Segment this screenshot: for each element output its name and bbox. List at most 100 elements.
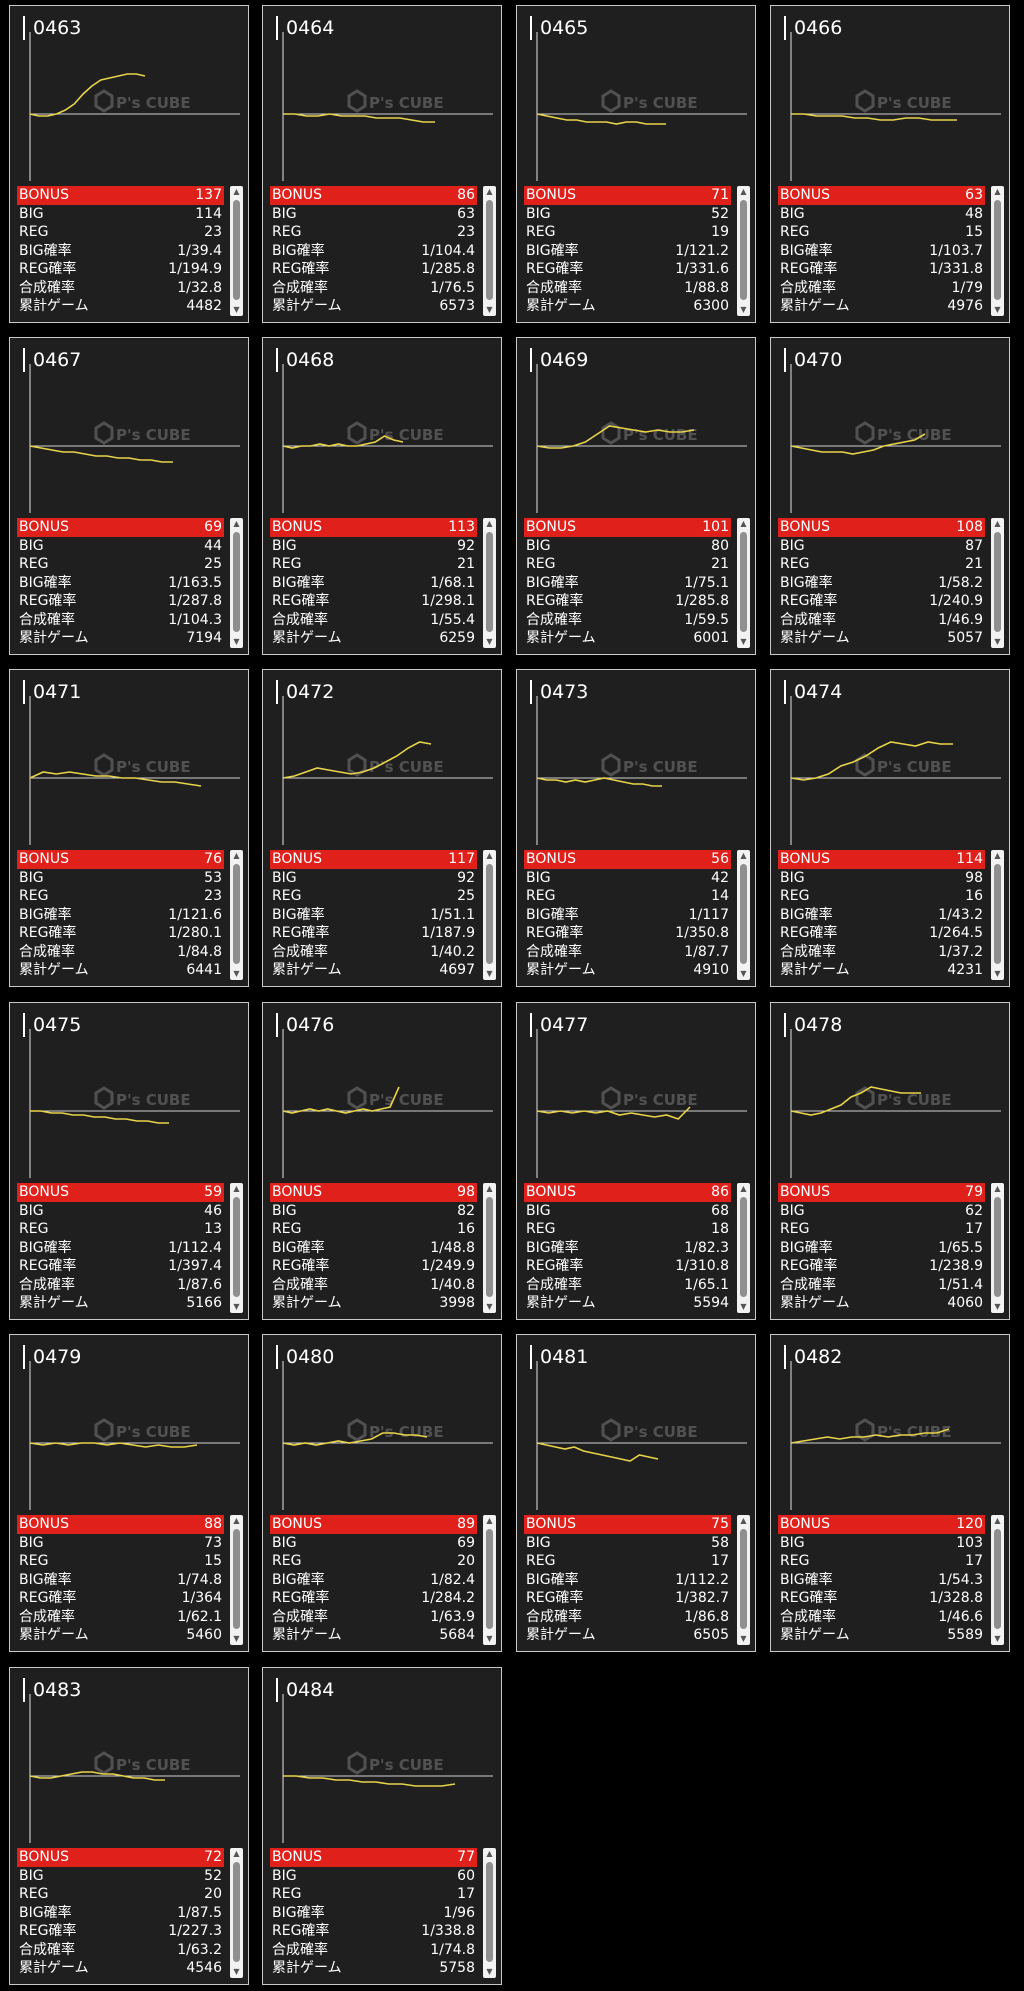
stats-scrollbar[interactable]: ▲ ▼ bbox=[737, 1183, 750, 1313]
triangle-down-icon[interactable]: ▼ bbox=[233, 969, 240, 978]
stats-scrollbar[interactable]: ▲ ▼ bbox=[483, 1183, 496, 1313]
triangle-up-icon[interactable]: ▲ bbox=[233, 519, 240, 528]
triangle-up-icon[interactable]: ▲ bbox=[486, 519, 493, 528]
stats-scrollbar[interactable]: ▲ ▼ bbox=[230, 518, 243, 648]
triangle-down-icon[interactable]: ▼ bbox=[233, 305, 240, 314]
machine-card[interactable]: P's CUBE 0465 BONUS 71 BIG 52 REG 19 BIG確率 1/121.… bbox=[516, 5, 756, 323]
stats-scrollbar[interactable]: ▲ ▼ bbox=[230, 1183, 243, 1313]
scrollbar-thumb[interactable] bbox=[740, 1529, 747, 1629]
triangle-up-icon[interactable]: ▲ bbox=[994, 187, 1001, 196]
stats-scrollbar[interactable]: ▲ ▼ bbox=[737, 518, 750, 648]
stats-scrollbar[interactable]: ▲ ▼ bbox=[737, 1515, 750, 1645]
triangle-up-icon[interactable]: ▲ bbox=[740, 187, 747, 196]
triangle-up-icon[interactable]: ▲ bbox=[994, 519, 1001, 528]
stats-scrollbar[interactable]: ▲ ▼ bbox=[991, 518, 1004, 648]
triangle-up-icon[interactable]: ▲ bbox=[486, 187, 493, 196]
machine-card[interactable]: P's CUBE 0482 BONUS 120 BIG 103 REG 17 BIG確率 1/54… bbox=[770, 1334, 1010, 1652]
scrollbar-thumb[interactable] bbox=[486, 532, 493, 632]
triangle-down-icon[interactable]: ▼ bbox=[740, 637, 747, 646]
stats-scrollbar[interactable]: ▲ ▼ bbox=[230, 1848, 243, 1978]
stats-scrollbar[interactable]: ▲ ▼ bbox=[737, 850, 750, 980]
machine-card[interactable]: P's CUBE 0483 BONUS 72 BIG 52 REG 20 BIG確率 1/87.5… bbox=[9, 1667, 249, 1985]
machine-card[interactable]: P's CUBE 0466 BONUS 63 BIG 48 REG 15 BIG確率 1/103.… bbox=[770, 5, 1010, 323]
triangle-down-icon[interactable]: ▼ bbox=[994, 637, 1001, 646]
scrollbar-thumb[interactable] bbox=[994, 1529, 1001, 1629]
scrollbar-thumb[interactable] bbox=[486, 1529, 493, 1629]
stats-scrollbar[interactable]: ▲ ▼ bbox=[991, 1515, 1004, 1645]
stats-scrollbar[interactable]: ▲ ▼ bbox=[991, 1183, 1004, 1313]
scrollbar-thumb[interactable] bbox=[233, 200, 240, 300]
stats-scrollbar[interactable]: ▲ ▼ bbox=[230, 850, 243, 980]
machine-card[interactable]: P's CUBE 0469 BONUS 101 BIG 80 REG 21 BIG確率 1/75.… bbox=[516, 337, 756, 655]
triangle-down-icon[interactable]: ▼ bbox=[233, 1967, 240, 1976]
stats-scrollbar[interactable]: ▲ ▼ bbox=[737, 186, 750, 316]
scrollbar-thumb[interactable] bbox=[994, 864, 1001, 964]
triangle-up-icon[interactable]: ▲ bbox=[486, 1849, 493, 1858]
triangle-down-icon[interactable]: ▼ bbox=[994, 1302, 1001, 1311]
triangle-up-icon[interactable]: ▲ bbox=[740, 1516, 747, 1525]
scrollbar-thumb[interactable] bbox=[486, 864, 493, 964]
scrollbar-thumb[interactable] bbox=[233, 532, 240, 632]
scrollbar-thumb[interactable] bbox=[994, 532, 1001, 632]
triangle-down-icon[interactable]: ▼ bbox=[233, 1302, 240, 1311]
stats-scrollbar[interactable]: ▲ ▼ bbox=[483, 1515, 496, 1645]
scrollbar-thumb[interactable] bbox=[486, 1862, 493, 1962]
triangle-up-icon[interactable]: ▲ bbox=[486, 851, 493, 860]
stats-scrollbar[interactable]: ▲ ▼ bbox=[483, 1848, 496, 1978]
triangle-down-icon[interactable]: ▼ bbox=[233, 637, 240, 646]
triangle-up-icon[interactable]: ▲ bbox=[994, 851, 1001, 860]
scrollbar-thumb[interactable] bbox=[486, 1197, 493, 1297]
scrollbar-thumb[interactable] bbox=[994, 1197, 1001, 1297]
scrollbar-thumb[interactable] bbox=[233, 1197, 240, 1297]
machine-card[interactable]: P's CUBE 0484 BONUS 77 BIG 60 REG 17 BIG確率 1/96 RE… bbox=[262, 1667, 502, 1985]
machine-card[interactable]: P's CUBE 0481 BONUS 75 BIG 58 REG 17 BIG確率 1/112.… bbox=[516, 1334, 756, 1652]
machine-card[interactable]: P's CUBE 0476 BONUS 98 BIG 82 REG 16 BIG確率 1/48.8… bbox=[262, 1002, 502, 1320]
machine-card[interactable]: P's CUBE 0474 BONUS 114 BIG 98 REG 16 BIG確率 1/43.… bbox=[770, 669, 1010, 987]
machine-card[interactable]: P's CUBE 0478 BONUS 79 BIG 62 REG 17 BIG確率 1/65.5… bbox=[770, 1002, 1010, 1320]
triangle-down-icon[interactable]: ▼ bbox=[994, 305, 1001, 314]
triangle-down-icon[interactable]: ▼ bbox=[994, 1634, 1001, 1643]
stats-scrollbar[interactable]: ▲ ▼ bbox=[991, 850, 1004, 980]
triangle-up-icon[interactable]: ▲ bbox=[233, 1516, 240, 1525]
scrollbar-thumb[interactable] bbox=[740, 864, 747, 964]
triangle-up-icon[interactable]: ▲ bbox=[233, 851, 240, 860]
stats-scrollbar[interactable]: ▲ ▼ bbox=[483, 186, 496, 316]
scrollbar-thumb[interactable] bbox=[740, 1197, 747, 1297]
scrollbar-thumb[interactable] bbox=[740, 532, 747, 632]
triangle-up-icon[interactable]: ▲ bbox=[994, 1516, 1001, 1525]
machine-card[interactable]: P's CUBE 0468 BONUS 113 BIG 92 REG 21 BIG確率 1/68.… bbox=[262, 337, 502, 655]
scrollbar-thumb[interactable] bbox=[233, 864, 240, 964]
machine-card[interactable]: P's CUBE 0464 BONUS 86 BIG 63 REG 23 BIG確率 1/104.… bbox=[262, 5, 502, 323]
triangle-down-icon[interactable]: ▼ bbox=[486, 969, 493, 978]
machine-card[interactable]: P's CUBE 0475 BONUS 59 BIG 46 REG 13 BIG確率 1/112.… bbox=[9, 1002, 249, 1320]
machine-card[interactable]: P's CUBE 0467 BONUS 69 BIG 44 REG 25 BIG確率 1/163.… bbox=[9, 337, 249, 655]
triangle-down-icon[interactable]: ▼ bbox=[486, 1302, 493, 1311]
triangle-up-icon[interactable]: ▲ bbox=[740, 519, 747, 528]
triangle-up-icon[interactable]: ▲ bbox=[233, 187, 240, 196]
triangle-up-icon[interactable]: ▲ bbox=[486, 1184, 493, 1193]
machine-card[interactable]: P's CUBE 0480 BONUS 89 BIG 69 REG 20 BIG確率 1/82.4… bbox=[262, 1334, 502, 1652]
triangle-down-icon[interactable]: ▼ bbox=[486, 1634, 493, 1643]
triangle-up-icon[interactable]: ▲ bbox=[740, 851, 747, 860]
machine-card[interactable]: P's CUBE 0470 BONUS 108 BIG 87 REG 21 BIG確率 1/58.… bbox=[770, 337, 1010, 655]
machine-card[interactable]: P's CUBE 0479 BONUS 88 BIG 73 REG 15 BIG確率 1/74.8… bbox=[9, 1334, 249, 1652]
triangle-down-icon[interactable]: ▼ bbox=[740, 969, 747, 978]
stats-scrollbar[interactable]: ▲ ▼ bbox=[230, 186, 243, 316]
triangle-up-icon[interactable]: ▲ bbox=[740, 1184, 747, 1193]
triangle-down-icon[interactable]: ▼ bbox=[233, 1634, 240, 1643]
stats-scrollbar[interactable]: ▲ ▼ bbox=[991, 186, 1004, 316]
triangle-down-icon[interactable]: ▼ bbox=[740, 1634, 747, 1643]
stats-scrollbar[interactable]: ▲ ▼ bbox=[483, 518, 496, 648]
triangle-up-icon[interactable]: ▲ bbox=[486, 1516, 493, 1525]
scrollbar-thumb[interactable] bbox=[740, 200, 747, 300]
scrollbar-thumb[interactable] bbox=[233, 1862, 240, 1962]
scrollbar-thumb[interactable] bbox=[486, 200, 493, 300]
machine-card[interactable]: P's CUBE 0471 BONUS 76 BIG 53 REG 23 BIG確率 1/121.… bbox=[9, 669, 249, 987]
triangle-down-icon[interactable]: ▼ bbox=[486, 637, 493, 646]
triangle-up-icon[interactable]: ▲ bbox=[994, 1184, 1001, 1193]
scrollbar-thumb[interactable] bbox=[994, 200, 1001, 300]
triangle-up-icon[interactable]: ▲ bbox=[233, 1184, 240, 1193]
scrollbar-thumb[interactable] bbox=[233, 1529, 240, 1629]
stats-scrollbar[interactable]: ▲ ▼ bbox=[483, 850, 496, 980]
machine-card[interactable]: P's CUBE 0463 BONUS 137 BIG 114 REG 23 BIG確率 1/39… bbox=[9, 5, 249, 323]
